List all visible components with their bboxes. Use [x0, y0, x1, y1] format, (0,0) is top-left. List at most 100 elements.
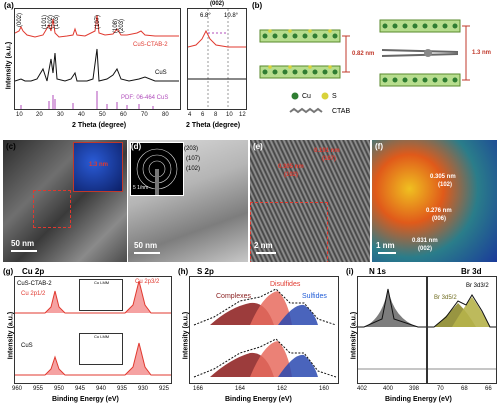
inset-peak-6-8: 6.8°: [200, 13, 211, 19]
legend-ctab: CTAB: [332, 108, 351, 115]
panel-d-scalebar: [134, 252, 160, 254]
panel-b: (b): [250, 0, 500, 135]
panel-b-label: (b): [252, 1, 263, 10]
cu-lmm-title-2: Cu LMM: [94, 334, 110, 339]
xrd-main-svg: [14, 14, 179, 109]
peak-107: (107): [95, 14, 101, 29]
panel-d-scale: 50 nm: [134, 241, 158, 250]
panel-f-d3: 0.831 nm: [412, 238, 438, 244]
panel-e-d2: 0.191 nm: [314, 148, 340, 154]
panel-f-d3-idx: (002): [418, 246, 433, 252]
s2p-svg: [193, 288, 337, 378]
structure-diagram: [259, 19, 470, 114]
panel-f-label: (f): [375, 142, 383, 151]
label-sulfides: Sulfides: [302, 293, 327, 300]
panel-e-d1-idx: (102): [284, 172, 299, 178]
label-br32: Br 3d3/2: [466, 283, 489, 289]
label-cus-ctab-2: CuS-CTAB-2: [17, 281, 52, 287]
s2p-plot: Complexes Disulfides Sulfides: [189, 276, 339, 384]
xrd-inset-svg: [187, 9, 246, 109]
panel-c-inset: [73, 142, 123, 192]
panel-i-label: (i): [346, 267, 354, 276]
panel-h-label: (h): [178, 267, 189, 276]
panel-a-ylabel: Intensity (a.u.): [5, 41, 13, 90]
layer-right-bottom: [379, 73, 461, 87]
inset-label-002: (002): [210, 1, 225, 7]
legend-s: S: [332, 93, 337, 100]
panel-i-xlabel: Binding Energy (eV): [385, 396, 452, 403]
saed-scale: 5 1/nm: [133, 185, 149, 191]
panel-e-highlight-box: [250, 202, 328, 262]
cu-lmm-title: Cu LMM: [94, 280, 110, 285]
peak-103: (103): [54, 14, 60, 29]
panel-f-hrtem-color: 0.305 nm (102) 0.276 nm (006) 0.831 nm (…: [372, 140, 497, 262]
distance-0-82: 0.82 nm: [352, 51, 375, 57]
panel-c-inset-distance: 1.3 nm: [89, 162, 109, 168]
panel-a-inset-xlabel: 2 Theta (degree): [186, 122, 241, 129]
label-br52: Br 3d5/2: [434, 295, 457, 301]
panel-g-title: Cu 2p: [22, 267, 45, 276]
panel-f-d2: 0.276 nm: [426, 208, 452, 214]
cu-lmm-inset-top: Cu LMM: [79, 279, 123, 311]
panel-a: (a) Intensity (a.u.) (002): [4, 1, 247, 129]
layer-left-top: [259, 29, 341, 43]
peak-002: (002): [17, 12, 23, 27]
saed-pattern: 5 1/nm: [130, 142, 184, 196]
label-cus: CuS: [21, 343, 33, 349]
panel-i: (i) N 1s Br 3d Intensity (a.u.) Br 3d5/2…: [343, 266, 500, 408]
panel-g-label: (g): [3, 267, 14, 276]
panel-i-title-n: N 1s: [369, 267, 386, 276]
panel-e-d2-idx: (107): [322, 156, 337, 162]
panel-i-title-br: Br 3d: [461, 267, 482, 276]
panel-c-scale: 50 nm: [11, 239, 35, 248]
label-cu2p12: Cu 2p1/2: [21, 291, 46, 297]
layer-left-bottom: [259, 65, 341, 79]
legend-cus-ctab: CuS-CTAB-2: [133, 42, 168, 48]
panel-h-xlabel: Binding Energy (eV): [225, 396, 292, 403]
cu2p-plot: Cu LMM Cu LMM CuS-CTAB-2 CuS Cu 2p1/2 Cu…: [14, 276, 172, 384]
xrd-inset-plot: (002) 6.8° 10.8°: [187, 1, 247, 110]
ctab-molecules: [381, 49, 459, 57]
panel-d-label: (d): [131, 142, 142, 151]
n1s-svg: [358, 288, 426, 370]
cu2p-svg: [15, 280, 171, 376]
br3d-svg: [428, 294, 496, 370]
saed-rings: [136, 148, 178, 195]
panel-g-xlabel: Binding Energy (eV): [52, 396, 119, 403]
xrd-red-trace: [14, 14, 179, 38]
panel-e-scale: 2 nm: [254, 241, 273, 250]
panel-h-title: S 2p: [197, 267, 214, 276]
panel-e-scalebar: [256, 252, 276, 254]
saed-203: (203): [184, 146, 199, 152]
saed-107: (107): [186, 156, 201, 162]
panel-e-d1: 0.305 nm: [278, 164, 304, 170]
distance-1-3: 1.3 nm: [472, 50, 492, 56]
inset-peak-10-8: 10.8°: [224, 13, 239, 19]
panel-c-label: (c): [6, 142, 16, 151]
saed-102: (102): [186, 166, 201, 172]
xrd-main-plot: (002) (101) (102) (103) (107) (108) (203…: [14, 8, 181, 110]
panel-a-label: (a): [4, 1, 14, 10]
panel-f-d1: 0.305 nm: [430, 174, 456, 180]
peak-203: (203): [119, 18, 125, 33]
panel-f-d2-idx: (006): [432, 216, 447, 222]
panel-c-highlight-box: [33, 190, 71, 228]
n1s-plot: [357, 276, 427, 384]
label-disulfides: Disulfides: [270, 281, 301, 288]
legend-cus: CuS: [155, 70, 167, 76]
panel-e-label: (e): [253, 142, 263, 151]
label-complexes: Complexes: [216, 293, 252, 300]
xrd-black-trace: [14, 48, 179, 82]
panel-f-d1-idx: (102): [438, 182, 453, 188]
panel-c-scalebar: [11, 250, 37, 252]
cu-lmm-inset-bottom: Cu LMM: [79, 333, 123, 365]
label-cu2p32: Cu 2p3/2: [135, 279, 160, 285]
panel-f-scalebar: [378, 252, 396, 254]
panel-f-scale: 1 nm: [376, 241, 395, 250]
br3d-plot: Br 3d5/2 Br 3d3/2: [427, 276, 497, 384]
panel-g: (g) Cu 2p Intensity (a.u.) Cu LMM Cu LMM…: [0, 266, 175, 408]
pdf-card: PDF: 06-464 CuS: [121, 95, 169, 101]
legend-cu: Cu: [302, 93, 311, 100]
panel-d-tem: 5 1/nm (203) (107) (102) (d) 50 nm: [128, 140, 248, 262]
panel-h: (h) S 2p Intensity (a.u.) Complexes Disu…: [175, 266, 343, 408]
